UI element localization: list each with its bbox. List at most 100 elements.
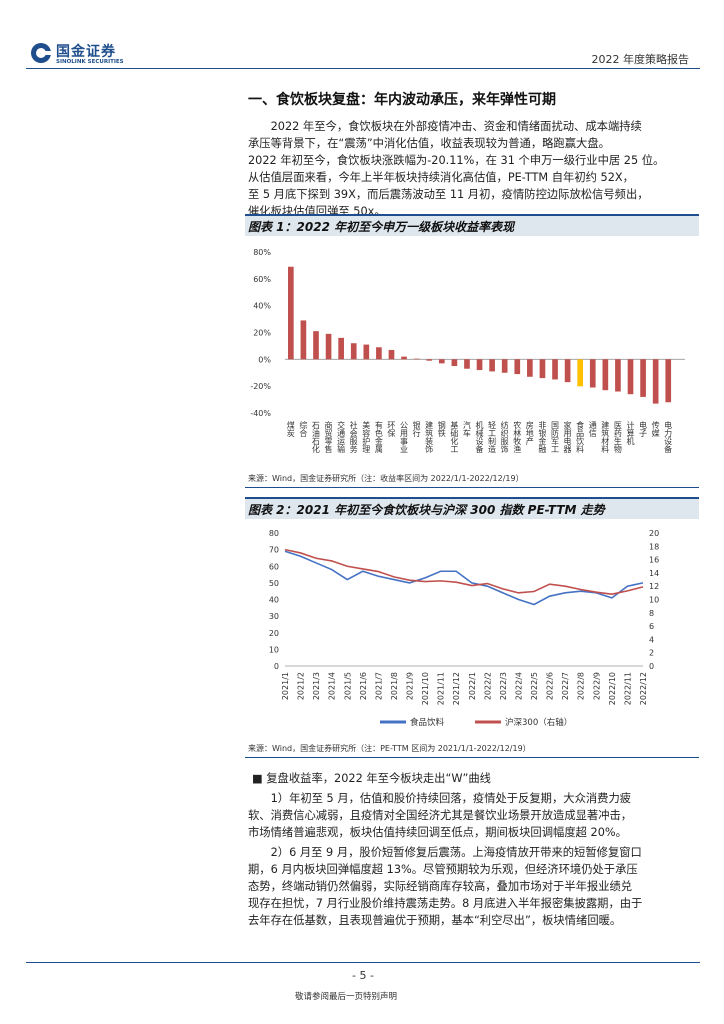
x-tick-label: 公用事业 (399, 421, 408, 453)
y-left-tick-label: 70 (269, 546, 279, 555)
y-left-tick-label: 80 (269, 529, 279, 538)
bar (589, 359, 596, 388)
x-tick-label: 2021/6 (359, 672, 368, 700)
intro-paragraph: 2022 年至今，食饮板块在外部疫情冲击、资金和情绪面扰动、成本端持续 承压等背… (248, 118, 680, 220)
x-tick-label: 国防军工 (550, 421, 559, 453)
x-tick-label: 机械设备 (475, 420, 484, 454)
x-tick-label: 综合 (299, 420, 308, 438)
x-tick-label: 2022/6 (546, 672, 555, 700)
x-tick-label: 2022/12 (639, 672, 648, 705)
x-tick-label: 2022/10 (608, 672, 617, 705)
y-tick-label: 20% (253, 329, 271, 338)
intro-line: 至 5 月底下探到 39X，而后震荡波动至 11 月初，疫情防控边际放松信号频出… (248, 188, 649, 201)
bar (627, 359, 634, 395)
brand-name-cn: 国金证券 (56, 44, 116, 60)
x-tick-label: 食品饮料 (576, 420, 585, 454)
y-left-tick-label: 50 (269, 579, 279, 588)
phase2-line: 态势，终端动销仍然偏弱，实际经销商库存较高，叠加市场对于半年报业绩兑 (248, 880, 633, 893)
phase2-paragraph: 2）6 月至 9 月，股价短暂修复后震荡。上海疫情放开带来的短暂修复窗口 期，6… (248, 844, 680, 929)
brand-logo: 国金证券 SINOLINK SECURITIES (30, 40, 135, 72)
sector-return-bar-chart: 80% 60% 40% 20% 0% -20% -40% 煤炭 综合 石油石化 商贸零售 交通运输 社会… (250, 248, 685, 454)
x-tick-label: 2022/5 (530, 672, 539, 700)
x-tick-label: 2021/2 (297, 672, 306, 700)
x-tick-label: 房地产 (525, 420, 534, 446)
bar (451, 359, 458, 367)
x-tick-label: 轻工制造 (488, 420, 497, 454)
y-right-tick-label: 10 (649, 596, 659, 605)
x-tick-label: 纺织服饰 (500, 420, 509, 454)
y-right-tick-label: 18 (649, 542, 659, 551)
x-tick-label: 汽车 (462, 420, 471, 438)
x-tick-label: 家用电器 (563, 420, 572, 454)
x-tick-label: 2021/12 (452, 672, 461, 705)
page-number: - 5 - (352, 969, 374, 982)
phase2-line: 2）6 月至 9 月，股价短暂修复后震荡。上海疫情放开带来的短暂修复窗口 (270, 846, 642, 859)
x-tick-label: 通信 (588, 420, 597, 438)
phase1-line: 软、消费信心减弱，且疫情对全国经济尤其是餐饮业场景开放造成显著冲击， (248, 809, 633, 822)
x-tick-label: 电子 (639, 420, 648, 437)
figure1-title: 图表 1：2022 年初至今申万一级板块收益率表现 (245, 214, 699, 236)
bar (426, 359, 433, 361)
bar (401, 356, 407, 360)
bar (615, 359, 621, 392)
x-tick-label: 煤炭 (286, 420, 295, 438)
bar (489, 359, 495, 372)
intro-line: 2022 年初至今，食饮板块涨跌幅为-20.11%，在 31 个申万一级行业中居… (248, 154, 665, 167)
x-tick-label: 钢铁 (437, 420, 446, 438)
figure2-divider (245, 757, 699, 758)
bullet-heading: ■ 复盘收益率，2022 年至今板块走出“W”曲线 (252, 772, 491, 785)
x-tick-label: 2022/8 (577, 672, 586, 700)
intro-line: 从估值层面来看，今年上半年板块持续消化高估值，PE-TTM 自年初约 52X， (248, 171, 634, 184)
series-line-csi300 (284, 548, 644, 595)
y-tick-label: -40% (250, 409, 271, 418)
y-tick-label: 40% (253, 302, 271, 311)
y-tick-label: -20% (250, 382, 271, 391)
y-right-tick-label: 12 (649, 582, 659, 591)
bar (288, 266, 294, 360)
footer-divider (26, 962, 700, 963)
x-tick-label: 医药生物 (613, 421, 622, 454)
x-tick-label: 2021/4 (328, 672, 337, 700)
figure2-source: 来源：Wind，国金证券研究所（注：PE-TTM 区间为 2021/1/1-20… (248, 744, 531, 753)
x-tick-label: 2021/7 (374, 672, 383, 700)
bar (464, 359, 470, 369)
x-tick-label: 社会服务 (349, 420, 358, 454)
bar (577, 359, 584, 387)
legend-label: 食品饮料 (410, 717, 445, 728)
x-tick-label: 2022/2 (483, 672, 492, 700)
x-tick-label: 非银金融 (538, 420, 547, 454)
bar (388, 349, 395, 360)
y-right-tick-label: 4 (649, 635, 654, 644)
bar (552, 359, 558, 380)
bar (640, 359, 646, 397)
y-right-tick-label: 14 (649, 569, 659, 578)
intro-line: 2022 年至今，食饮板块在外部疫情冲击、资金和情绪面扰动、成本端持续 (270, 120, 642, 133)
x-tick-label: 2021/5 (343, 672, 352, 700)
pe-ttm-line-chart: 80706050403020100201816141210864202021/1… (269, 529, 659, 728)
series-line-food-beverage (284, 550, 644, 606)
phase2-line: 现存在担忧，7 月行业股价维持震荡走势。8 月底进入半年报密集披露期，由于 (248, 897, 643, 910)
y-tick-label: 80% (253, 248, 271, 257)
x-tick-label: 2022/4 (514, 672, 523, 700)
x-tick-label: 2022/7 (561, 672, 570, 700)
phase2-line: 去年存在低基数，且表现普遍优于预期，基本“利空尽出”，板块情绪回暖。 (248, 914, 622, 927)
x-tick-label: 2022/3 (499, 672, 508, 700)
bar (514, 359, 521, 375)
bar (602, 359, 609, 391)
legend-label: 沪深300（右轴） (505, 717, 572, 728)
brand-name-en: SINOLINK SECURITIES (56, 59, 124, 65)
x-tick-label: 美容护理 (362, 420, 371, 453)
bar (476, 359, 483, 371)
bar (363, 344, 370, 360)
x-tick-label: 计算机 (626, 420, 635, 446)
x-tick-label: 电力设备 (664, 420, 673, 454)
bar (376, 347, 382, 360)
x-tick-label: 2021/9 (406, 672, 415, 700)
x-tick-label: 建筑装饰 (425, 420, 434, 454)
x-tick-label: 石油石化 (311, 421, 320, 454)
x-tick-label: 商贸零售 (324, 420, 333, 454)
x-tick-label: 2022/1 (468, 672, 477, 700)
x-tick-label: 传媒 (651, 420, 660, 438)
phase1-line: 1）年初至 5 月，估值和股价持续回落，疫情处于反复期，大众消费力疲 (270, 792, 632, 805)
phase1-paragraph: 1）年初至 5 月，估值和股价持续回落，疫情处于反复期，大众消费力疲 软、消费信… (248, 790, 680, 841)
